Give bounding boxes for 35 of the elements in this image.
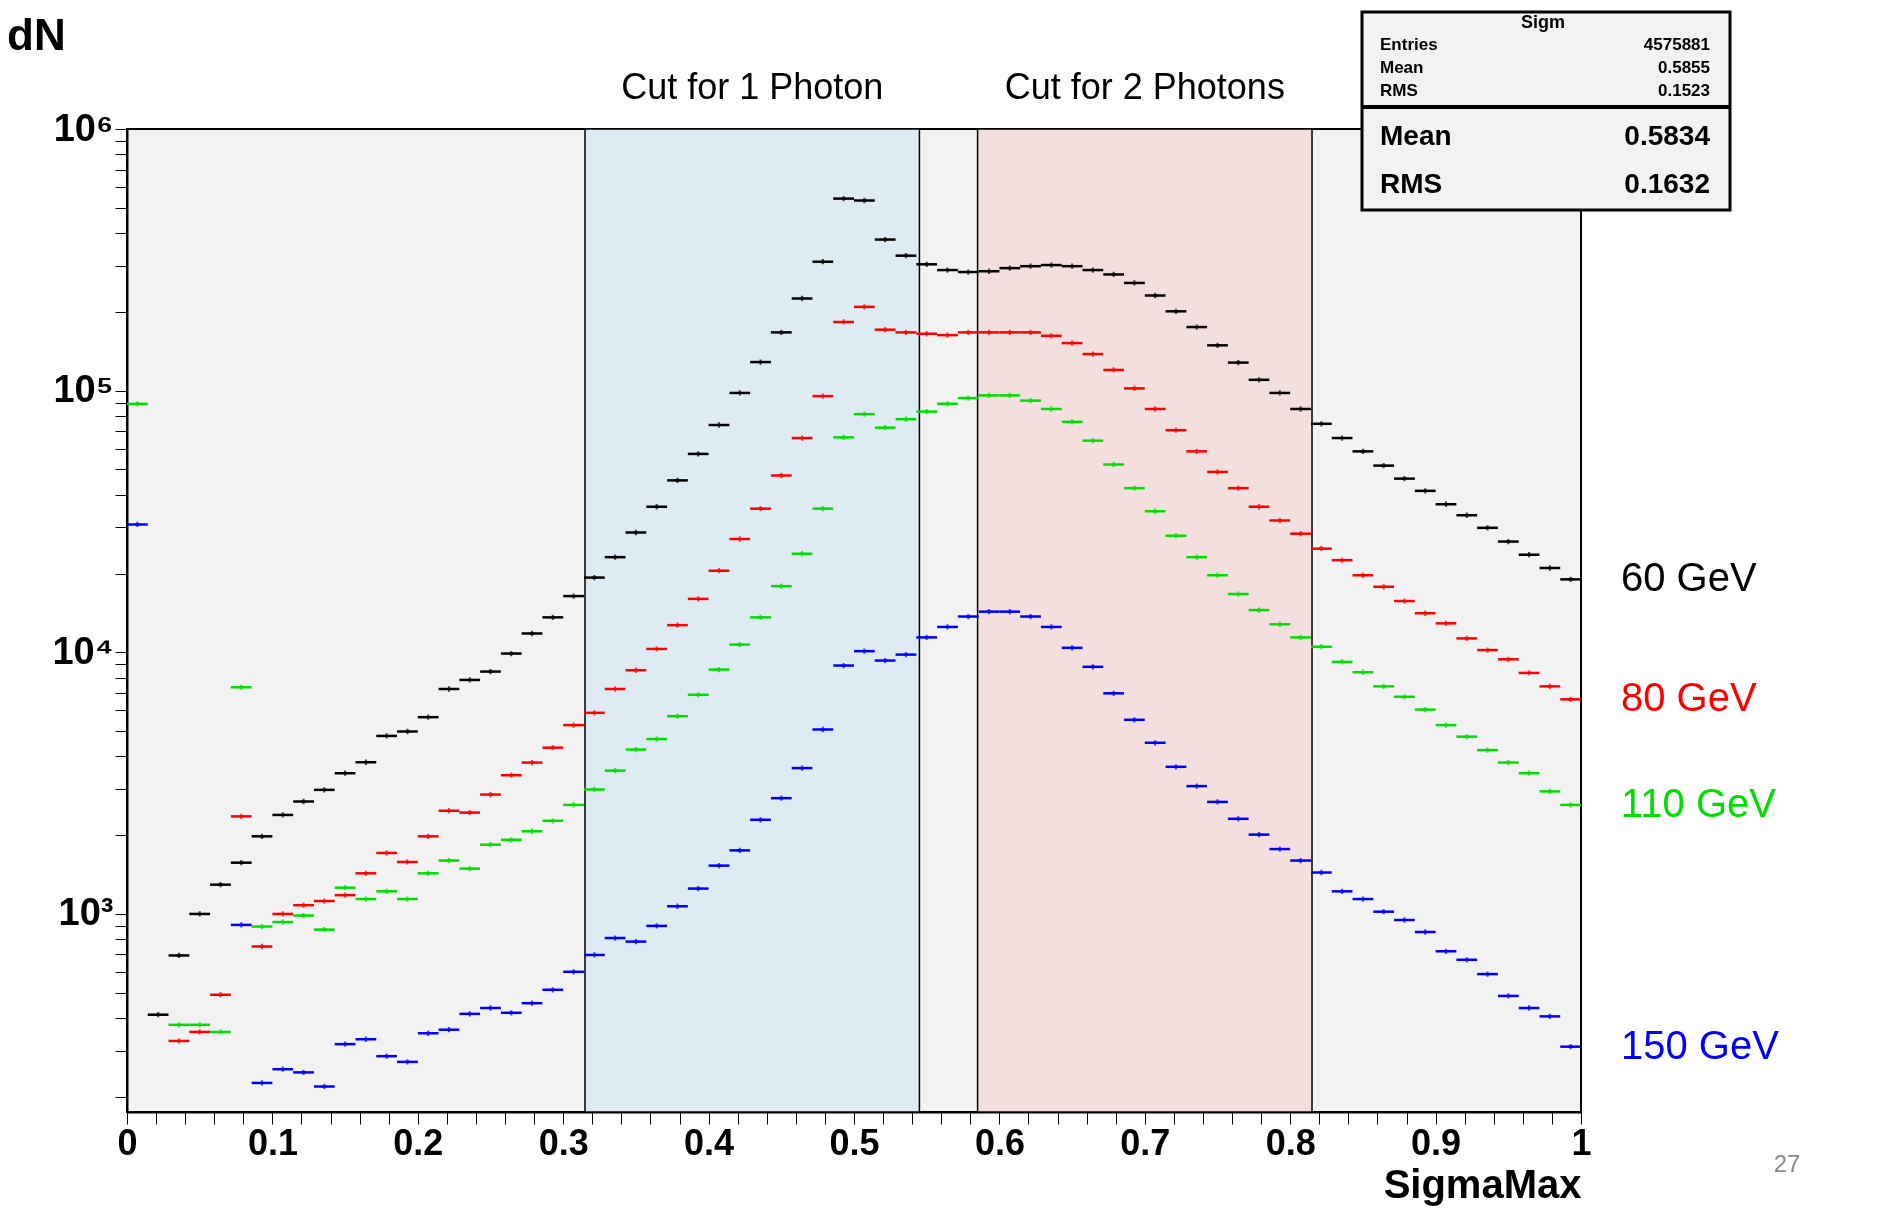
text: 0.5834 [1624,120,1711,151]
y-tick-label: 10⁵ [53,368,114,411]
x-tick-label: 0.7 [1120,1121,1171,1163]
x-tick-label: 1 [1571,1121,1592,1163]
text: 27 [1773,1150,1801,1177]
y-tick-label: 10⁴ [52,629,114,672]
series-label: 110 GeV [1621,780,1777,825]
y-axis-title: dN [7,10,66,59]
y-tick-label: 10⁶ [53,106,114,149]
y-tick-label: 10³ [58,891,114,934]
text: Mean [1380,58,1424,77]
text: RMS [1380,81,1418,100]
annotation: RMS [1380,168,1443,199]
x-tick-label: 0.3 [538,1121,589,1163]
text: Sigm [1520,12,1566,32]
text: 4575881 [1643,35,1710,54]
text: Entries [1380,35,1438,54]
x-tick-label: 0.1 [247,1121,298,1163]
series-label: 150 GeV [1621,1022,1780,1067]
x-tick-label: 0 [117,1121,138,1163]
x-tick-label: 0.8 [1265,1121,1316,1163]
annotation: Mean [1380,120,1452,151]
text: 0.5855 [1658,58,1710,77]
x-tick-label: 0.6 [974,1121,1025,1163]
band-label: Cut for 2 Photons [1004,66,1285,107]
band-label: Cut for 1 Photon [621,66,884,107]
text: 0.1632 [1624,168,1710,199]
x-tick-label: 0.4 [684,1121,735,1163]
x-axis-title: SigmaMax [1383,1161,1582,1206]
text: 0.1523 [1658,81,1710,100]
series-label: 80 GeV [1621,675,1757,720]
x-tick-label: 0.9 [1411,1121,1462,1163]
series-label: 60 GeV [1621,555,1757,600]
x-tick-label: 0.2 [393,1121,444,1163]
x-tick-label: 0.5 [829,1121,880,1163]
